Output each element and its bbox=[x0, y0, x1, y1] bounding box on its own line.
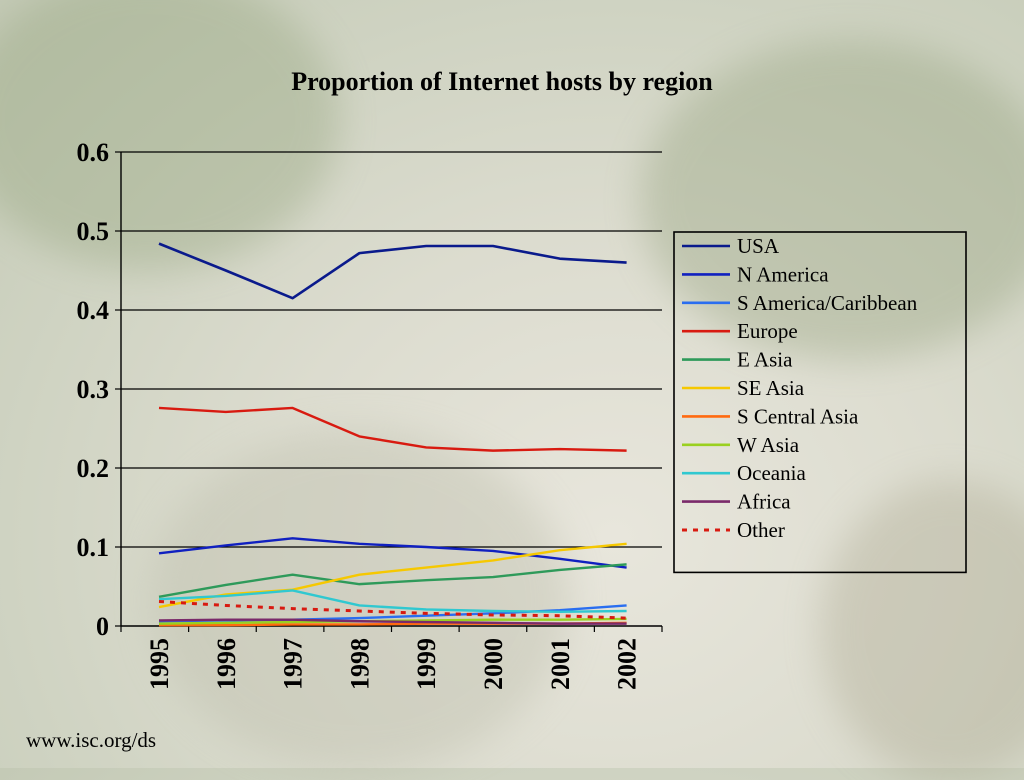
x-tick-label: 1995 bbox=[145, 638, 174, 690]
gridlines bbox=[115, 151, 662, 627]
y-tick-label: 0.2 bbox=[77, 454, 110, 483]
series-line-africa bbox=[158, 618, 627, 625]
series-line-europe bbox=[158, 406, 627, 452]
x-tick-label: 2002 bbox=[613, 638, 642, 690]
x-tick-labels: 1995 1996 1997 1998 1999 2000 2001 2002 bbox=[145, 638, 642, 690]
y-tick-label: 0 bbox=[96, 612, 109, 641]
legend-entry: W Asia bbox=[737, 433, 800, 457]
background-blob bbox=[820, 480, 1024, 780]
series-line-usa bbox=[158, 242, 627, 300]
legend-entry: Other bbox=[737, 518, 785, 542]
legend-entry: E Asia bbox=[737, 348, 793, 372]
y-tick-labels: 0 0.1 0.2 0.3 0.4 0.5 0.6 bbox=[77, 138, 110, 641]
source-link-text: www.isc.org/ds bbox=[26, 728, 157, 752]
series-line-n-america bbox=[158, 537, 627, 569]
background-blob bbox=[150, 430, 570, 770]
legend: USA N America S America/Caribbean Europe E A… bbox=[673, 231, 967, 574]
background-blob bbox=[0, 0, 340, 270]
y-tick-label: 0.1 bbox=[77, 533, 110, 562]
series-line-oceania bbox=[158, 589, 627, 613]
series-line-e-asia bbox=[158, 563, 627, 598]
axes bbox=[120, 152, 663, 632]
y-tick-label: 0.3 bbox=[77, 375, 110, 404]
legend-entry: Africa bbox=[737, 490, 791, 514]
y-tick-label: 0.5 bbox=[77, 217, 110, 246]
legend-entry: N America bbox=[737, 262, 829, 286]
background-blob bbox=[640, 40, 1024, 360]
legend-entry: Europe bbox=[737, 319, 798, 343]
legend-entry: USA bbox=[737, 234, 780, 258]
legend-entry: S Central Asia bbox=[737, 404, 859, 428]
y-tick-label: 0.4 bbox=[77, 296, 110, 325]
series-line-se-asia bbox=[158, 542, 627, 609]
series-lines bbox=[158, 242, 627, 627]
x-tick-label: 1997 bbox=[279, 638, 308, 690]
legend-box bbox=[673, 231, 967, 574]
legend-entry: S America/Caribbean bbox=[737, 291, 918, 315]
x-tick-label: 2001 bbox=[546, 638, 575, 690]
chart-title: Proportion of Internet hosts by region bbox=[291, 67, 713, 96]
x-tick-label: 1998 bbox=[345, 638, 374, 690]
y-tick-label: 0.6 bbox=[77, 138, 110, 167]
legend-entry: SE Asia bbox=[737, 376, 805, 400]
x-tick-label: 2000 bbox=[479, 638, 508, 690]
x-tick-label: 1999 bbox=[412, 638, 441, 690]
legend-entry: Oceania bbox=[737, 461, 806, 485]
x-tick-label: 1996 bbox=[212, 638, 241, 690]
series-line-other bbox=[158, 600, 627, 620]
